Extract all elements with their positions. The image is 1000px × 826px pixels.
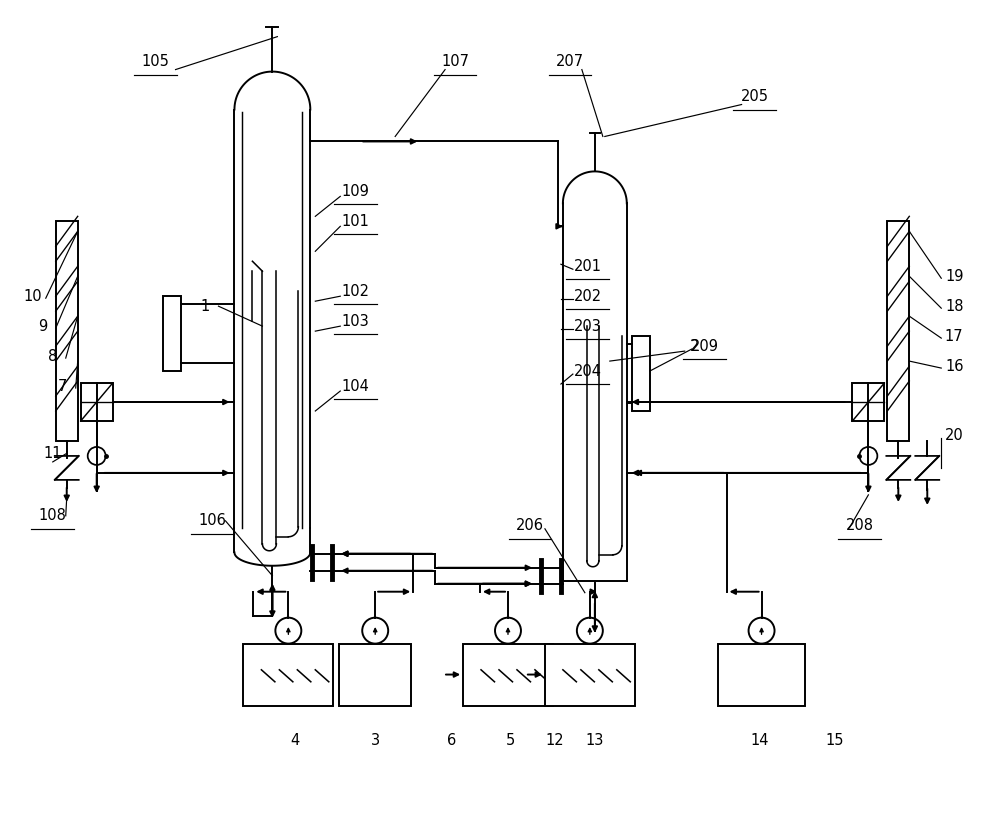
Text: 9: 9 <box>38 319 47 334</box>
Bar <box>163 297 181 371</box>
Text: 5: 5 <box>505 733 515 748</box>
Bar <box>887 221 909 441</box>
Text: 12: 12 <box>546 733 564 748</box>
Text: 109: 109 <box>341 184 369 199</box>
Text: 104: 104 <box>341 378 369 393</box>
Text: 18: 18 <box>945 299 963 314</box>
Text: 208: 208 <box>845 518 873 534</box>
Text: 20: 20 <box>945 429 964 444</box>
Text: 4: 4 <box>291 733 300 748</box>
Text: 11: 11 <box>44 446 62 462</box>
Text: 103: 103 <box>341 314 369 329</box>
Bar <box>243 643 333 705</box>
Text: 14: 14 <box>750 733 769 748</box>
Bar <box>56 221 78 441</box>
Text: 204: 204 <box>574 363 602 378</box>
Text: 17: 17 <box>945 329 964 344</box>
Bar <box>463 643 553 705</box>
Text: 205: 205 <box>741 89 769 104</box>
Text: 107: 107 <box>441 54 469 69</box>
Text: 207: 207 <box>556 54 584 69</box>
Text: 102: 102 <box>341 283 369 299</box>
Bar <box>339 643 411 705</box>
Text: 2: 2 <box>690 339 699 354</box>
Text: 1: 1 <box>201 299 210 314</box>
Text: 19: 19 <box>945 268 963 283</box>
Text: 15: 15 <box>825 733 844 748</box>
Text: 8: 8 <box>48 349 57 363</box>
Bar <box>852 383 884 421</box>
Text: 7: 7 <box>58 378 67 393</box>
Text: 108: 108 <box>39 508 67 524</box>
Text: 16: 16 <box>945 358 963 373</box>
Text: 10: 10 <box>23 289 42 304</box>
Text: 201: 201 <box>574 259 602 273</box>
Bar <box>545 643 635 705</box>
Text: 13: 13 <box>586 733 604 748</box>
Bar <box>718 643 805 705</box>
Text: 202: 202 <box>574 289 602 304</box>
Text: 203: 203 <box>574 319 602 334</box>
Text: 209: 209 <box>691 339 719 354</box>
Bar <box>632 336 650 411</box>
Text: 101: 101 <box>341 214 369 229</box>
Text: 105: 105 <box>142 54 170 69</box>
Text: 206: 206 <box>516 518 544 534</box>
Text: 3: 3 <box>371 733 380 748</box>
Text: 6: 6 <box>447 733 457 748</box>
Text: 106: 106 <box>199 513 226 529</box>
Bar <box>81 383 113 421</box>
